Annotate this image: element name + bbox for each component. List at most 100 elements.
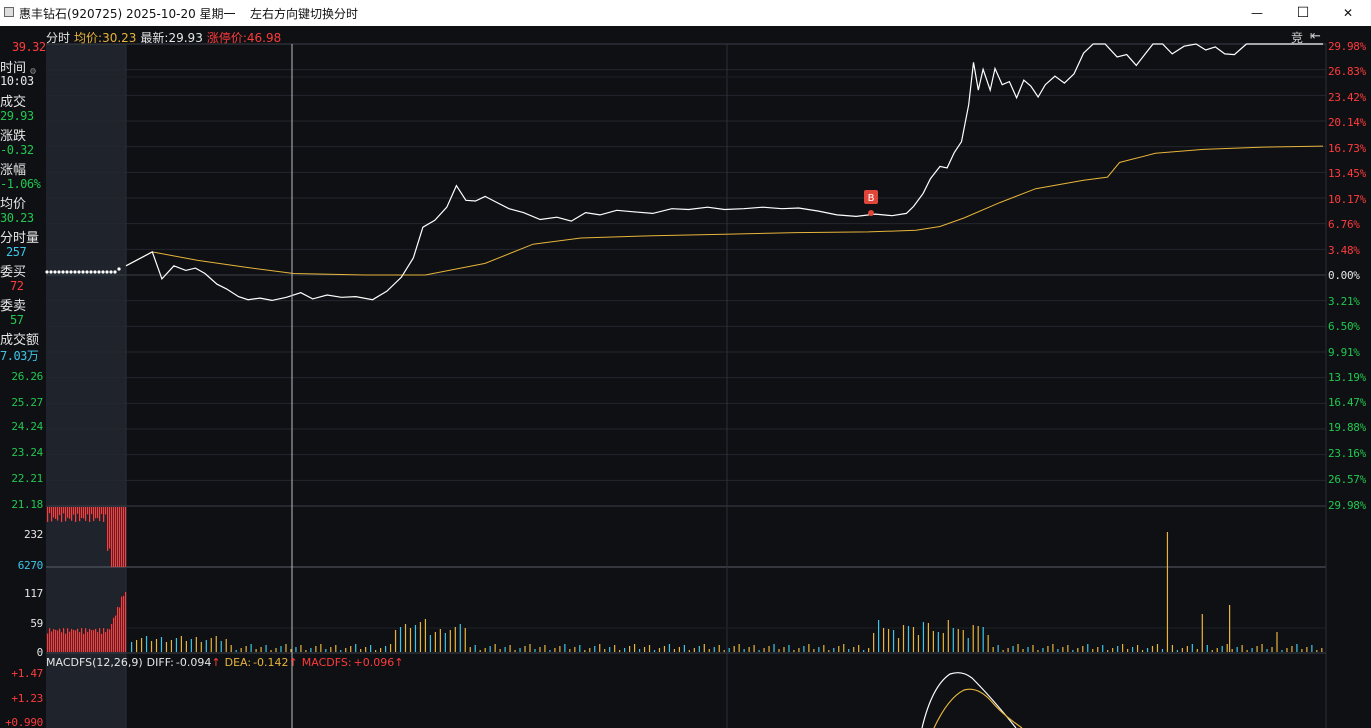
auction-price-dot <box>109 270 113 274</box>
volume-bar <box>1256 646 1258 652</box>
volume-bar <box>295 647 297 652</box>
volume-bar <box>1097 647 1099 652</box>
volume-bar <box>255 649 257 652</box>
volume-bar <box>977 626 979 652</box>
pct-axis-tick: 26.83% <box>1328 65 1366 78</box>
price-axis-tick: 23.24 <box>11 446 43 459</box>
volume-bar <box>444 633 446 652</box>
volume-bar <box>380 648 382 652</box>
volume-bar <box>962 630 964 652</box>
auction-volume-bar <box>59 507 61 516</box>
auction-volume-bar <box>69 507 71 519</box>
volume-label: 分时量 <box>0 231 40 246</box>
pct-axis-tick: 3.21% <box>1328 295 1360 308</box>
auction-volume-bar <box>109 507 111 549</box>
volume-bar <box>828 650 830 652</box>
macd-diff-label: DIFF: <box>146 656 174 669</box>
pct-axis-tick: 26.57% <box>1328 473 1366 486</box>
pct-axis-tick: 20.14% <box>1328 116 1366 129</box>
volume-bar <box>1261 644 1263 652</box>
maximize-button[interactable]: ☐ <box>1280 0 1326 26</box>
auction-volume-bar <box>73 507 75 515</box>
auction-price-dot <box>85 270 89 274</box>
maximize-icon: ☐ <box>1296 5 1310 21</box>
auction-volume-bar <box>105 632 107 652</box>
auction-price-dot <box>69 270 73 274</box>
volume-bar <box>205 640 207 652</box>
auction-volume-bar <box>87 507 89 515</box>
macd-header[interactable]: MACDFS(12,26,9) DIFF: -0.094↑ DEA: -0.142↑ MA… <box>46 656 407 669</box>
close-button[interactable]: ✕ <box>1325 0 1371 26</box>
volume-bar <box>514 650 516 652</box>
volume-bar <box>848 649 850 652</box>
volume-bar <box>534 649 536 652</box>
auction-volume-bar <box>75 507 77 522</box>
volume-bar <box>414 625 417 652</box>
auction-volume-bar <box>83 507 85 519</box>
volume-bar <box>190 639 192 652</box>
volume-bar <box>375 650 377 652</box>
volume-bar <box>952 628 954 652</box>
exit-icon[interactable]: ⇤ <box>1310 29 1321 44</box>
volume-bar <box>539 647 541 652</box>
auction-volume-bar <box>119 607 121 652</box>
volume-bar <box>1007 648 1009 652</box>
buy-marker-badge <box>864 190 878 204</box>
auction-price-dot <box>81 270 85 274</box>
volume-bar <box>688 650 690 652</box>
volume-bar <box>838 646 840 652</box>
auction-volume-bar <box>117 606 119 652</box>
volume-bar <box>489 646 491 652</box>
volume-bar <box>887 629 890 652</box>
minimize-button[interactable]: — <box>1234 0 1280 26</box>
volume-bar <box>529 644 531 652</box>
change-value: -0.32 <box>0 143 34 157</box>
volume-bar <box>1117 646 1119 652</box>
auction-toggle-button[interactable]: 竞 <box>1291 31 1304 45</box>
volume-bar <box>365 647 367 652</box>
latest-price-label: 最新: <box>140 31 169 45</box>
auction-price-dot <box>53 270 57 274</box>
volume-bar <box>619 650 621 652</box>
volume-bar <box>858 645 860 652</box>
volume-bar <box>733 646 735 652</box>
auction-price-dot <box>117 267 121 271</box>
auction-price-dots <box>45 267 121 274</box>
volume-bar <box>758 650 760 652</box>
volume-bar <box>629 646 631 652</box>
volume-bar <box>693 648 695 652</box>
volume-bar <box>424 619 427 652</box>
auction-volume-bar <box>113 507 115 567</box>
auction-volume-bar <box>111 623 113 652</box>
volume-bar <box>1216 648 1218 652</box>
volume-bar <box>1251 648 1253 652</box>
volume-bar <box>1191 644 1193 652</box>
chart-area[interactable]: B 分时 均价:30.23 最新:29.93 涨停价:46.98 竞 ⇤ 39.32 … <box>0 26 1371 728</box>
volume-bar <box>1062 647 1064 652</box>
auction-volume-bar <box>123 595 125 652</box>
volume-bar <box>1246 650 1248 652</box>
pct-value: -1.06% <box>0 177 41 191</box>
buy-marker[interactable]: B <box>864 190 878 216</box>
volume-bar <box>524 646 526 652</box>
auction-volume-bar <box>77 628 79 652</box>
volume-bar <box>1057 649 1059 652</box>
volume-bar <box>150 641 153 652</box>
intraday-chart[interactable]: B <box>0 26 1371 728</box>
amount-value: 7.03万 <box>0 349 39 363</box>
volume-bar <box>1281 650 1283 652</box>
volume-bar <box>853 647 855 652</box>
mode-label[interactable]: 分时 <box>46 31 71 45</box>
volume-bar <box>873 633 875 652</box>
auction-volume-bar <box>59 628 61 652</box>
settings-icon[interactable]: ⚙ <box>30 66 36 77</box>
volume-bar <box>1127 649 1129 652</box>
auction-volume-bar <box>125 507 127 567</box>
avg-label: 均价 <box>0 197 27 212</box>
volume-bar <box>614 645 616 652</box>
auction-volume-bar <box>125 592 127 652</box>
pct-axis-tick: 13.45% <box>1328 167 1366 180</box>
volume-bar <box>648 645 651 652</box>
volume-bar <box>957 629 959 652</box>
volume-bar <box>1186 646 1188 652</box>
